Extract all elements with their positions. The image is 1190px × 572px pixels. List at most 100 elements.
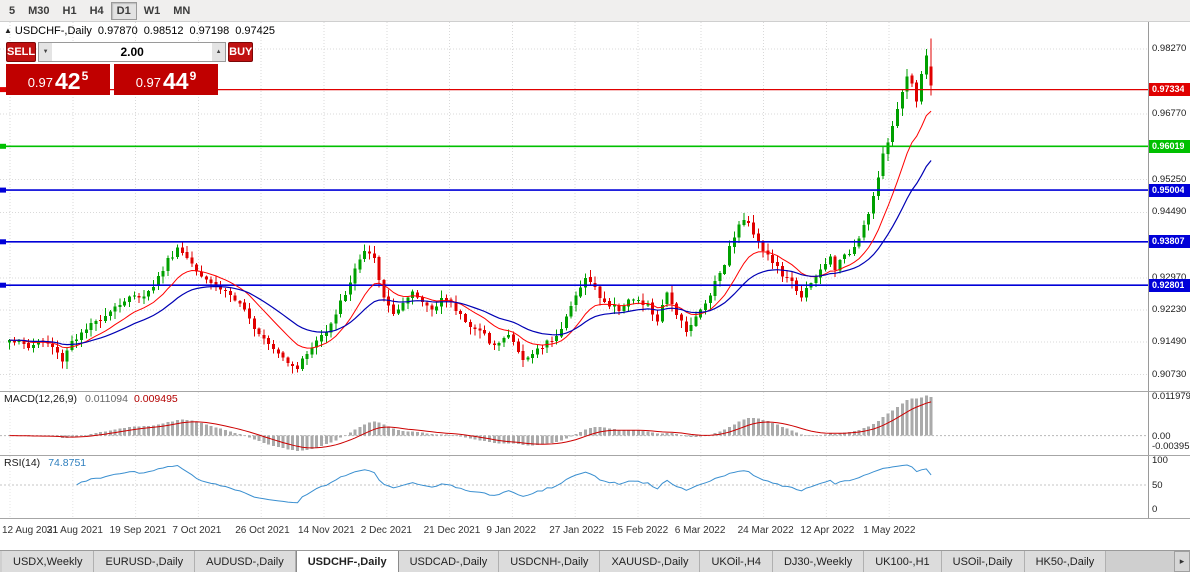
macd-bar [372, 421, 376, 436]
chart-tab-eurusd-daily[interactable]: EURUSD-,Daily [94, 551, 196, 572]
macd-bar [334, 435, 338, 441]
pane-splitter[interactable] [0, 455, 1190, 456]
date-label: 12 Aug 2021 [2, 525, 59, 536]
macd-pane[interactable]: MACD(12,26,9) 0.011094 0.009495 [0, 392, 1148, 455]
candle-body [200, 272, 203, 277]
candle-body [161, 270, 165, 277]
macd-bar [228, 431, 232, 436]
candle-body [728, 246, 731, 266]
candle-body [180, 247, 184, 253]
volume-input[interactable] [52, 43, 213, 61]
price-axis[interactable]: 0.98270 0.96770 0.95250 0.94490 0.92970 0.922… [1148, 22, 1190, 519]
rsi-pane[interactable]: RSI(14) 74.8751 [0, 456, 1148, 518]
macd-bar [267, 435, 271, 445]
macd-bar [531, 435, 535, 446]
timeframe-button-w1[interactable]: W1 [138, 2, 167, 20]
chart-tab-usdchf-daily[interactable]: USDCHF-,Daily [295, 551, 399, 572]
candle-body [713, 281, 717, 296]
candle-body [636, 299, 640, 301]
candle-body [209, 279, 213, 283]
one-click-trading-toggle[interactable]: ▲ [4, 26, 12, 35]
ask-price-point: 9 [189, 69, 197, 83]
volume-stepper: ▼ ▲ [38, 42, 227, 62]
date-label: 27 Jan 2022 [549, 525, 605, 536]
macd-bar [728, 426, 731, 436]
timeframe-button-d1[interactable]: D1 [110, 1, 137, 20]
macd-bar [545, 435, 549, 444]
price-pane[interactable]: ▲ USDCHF-,Daily 0.97870 0.98512 0.97198 0.974… [0, 22, 1148, 391]
macd-bar [224, 430, 227, 436]
timeframe-button-m30[interactable]: M30 [22, 2, 55, 20]
macd-bar [843, 432, 847, 436]
macd-bar [464, 435, 467, 438]
chart-tab-ukoil-h4[interactable]: UKOil-,H4 [700, 551, 773, 572]
chart-tab-hk50-daily[interactable]: HK50-,Daily [1024, 551, 1107, 572]
chart-tab-usdx-weekly[interactable]: USDX,Weekly [2, 551, 95, 572]
chart-tab-xauusd-daily[interactable]: XAUUSD-,Daily [600, 551, 701, 572]
price-chart-svg[interactable] [0, 22, 1148, 391]
tabs-scroll-right-button[interactable]: ▸ [1174, 551, 1190, 572]
macd-bar [502, 435, 506, 444]
chart-quote-line: ▲ USDCHF-,Daily 0.97870 0.98512 0.97198 0.974… [4, 25, 275, 37]
bid-price-display[interactable]: 0.97 42 5 [6, 64, 110, 95]
volume-increase-button[interactable]: ▲ [212, 43, 226, 61]
candle-body [684, 321, 688, 332]
timeframe-button-5[interactable]: 5 [3, 2, 21, 20]
candle-body [171, 257, 175, 259]
hline-left-marker [0, 282, 6, 288]
chart-tab-dj30-weekly[interactable]: DJ30-,Weekly [772, 551, 865, 572]
quote-open: 0.97870 [97, 25, 138, 37]
macd-bar [353, 429, 357, 436]
pane-splitter[interactable] [0, 518, 1190, 519]
timeframe-button-h1[interactable]: H1 [57, 2, 83, 20]
pane-splitter[interactable] [0, 391, 1190, 392]
macd-bar [800, 434, 803, 436]
macd-bar [924, 395, 928, 436]
chart-tab-usdcnh-daily[interactable]: USDCNH-,Daily [499, 551, 601, 572]
candle-body [444, 297, 448, 301]
macd-bar [286, 435, 290, 450]
sell-button[interactable]: SELL [6, 42, 37, 62]
candle-body [123, 301, 127, 306]
macd-bar [128, 427, 131, 436]
timeframe-button-mn[interactable]: MN [167, 2, 196, 20]
candle-body [632, 299, 635, 301]
buy-button[interactable]: BUY [228, 42, 254, 62]
macd-bar [123, 428, 127, 436]
macd-bar [401, 431, 405, 436]
candle-body [896, 109, 899, 126]
date-label: 2 Dec 2021 [360, 525, 412, 536]
date-axis[interactable]: 12 Aug 2021 31 Aug 2021 19 Sep 2021 7 Oct 2… [0, 519, 1148, 550]
date-label: 31 Aug 2021 [46, 525, 103, 536]
chart-tab-usoil-daily[interactable]: USOil-,Daily [941, 551, 1025, 572]
macd-bar [363, 424, 367, 436]
candle-body [800, 290, 803, 298]
macd-bar [694, 435, 698, 438]
macd-bar [75, 435, 79, 437]
candle-body [233, 295, 237, 301]
macd-svg[interactable] [0, 392, 1148, 455]
ask-price-display[interactable]: 0.97 44 9 [114, 64, 218, 95]
macd-bar [593, 427, 597, 436]
candle-body [828, 256, 832, 265]
chart-tab-audusd-daily[interactable]: AUDUSD-,Daily [195, 551, 296, 572]
candle-body [708, 295, 712, 304]
candle-body [900, 91, 904, 109]
macd-bar [185, 419, 189, 436]
macd-bar [468, 435, 472, 439]
timeframe-button-h4[interactable]: H4 [84, 2, 110, 20]
macd-bar [900, 403, 904, 436]
date-label: 9 Jan 2022 [486, 525, 536, 536]
chart-tab-usdcad-daily[interactable]: USDCAD-,Daily [398, 551, 500, 572]
candle-body [603, 298, 607, 302]
candle-body [243, 302, 247, 310]
volume-decrease-button[interactable]: ▼ [39, 43, 53, 61]
macd-bar [632, 430, 635, 436]
macd-bar [214, 427, 218, 436]
candle-body [804, 288, 808, 298]
chart-tab-uk100-h1[interactable]: UK100-,H1 [864, 551, 942, 572]
candle-body [257, 328, 261, 335]
rsi-svg[interactable] [0, 456, 1148, 518]
macd-bar [156, 424, 160, 436]
candle-body [540, 348, 544, 350]
